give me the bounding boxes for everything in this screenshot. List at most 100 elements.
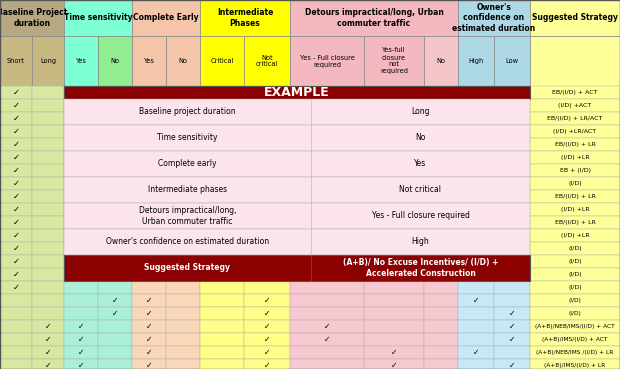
Text: (I/D) +LR: (I/D) +LR [560,155,590,160]
Bar [0,281,32,294]
Text: Suggested Strategy: Suggested Strategy [532,14,618,23]
Bar [364,190,424,203]
Bar [494,36,530,86]
Text: ✓: ✓ [264,335,270,344]
Text: No: No [110,58,120,64]
Bar [166,216,200,229]
Bar [64,86,98,99]
Text: ✓: ✓ [12,101,19,110]
Bar [424,255,458,268]
Bar [424,294,458,307]
Bar [166,138,200,151]
Bar [290,86,364,99]
Bar [98,307,132,320]
Bar [132,294,166,307]
Text: ✓: ✓ [78,348,84,357]
Bar [494,229,530,242]
Text: ✓: ✓ [12,205,19,214]
Bar [530,359,620,369]
Text: (A+B)/ No Excuse Incentives/ (I/D) +
Accelerated Construction: (A+B)/ No Excuse Incentives/ (I/D) + Acc… [343,258,498,278]
Bar [132,268,166,281]
Bar [166,125,200,138]
Text: High: High [468,58,484,64]
Bar [244,36,290,86]
Bar [290,346,364,359]
Bar [494,255,530,268]
Bar [200,294,244,307]
Text: Complete early: Complete early [158,159,217,169]
Bar [290,36,364,86]
Bar [64,125,530,151]
Text: Intermediate phases: Intermediate phases [148,186,227,194]
Bar [458,307,494,320]
Bar [244,99,290,112]
Bar [458,125,494,138]
Bar [32,307,64,320]
Bar [244,216,290,229]
Text: (I/D): (I/D) [568,181,582,186]
Bar [244,320,290,333]
Bar [64,177,98,190]
Bar [494,333,530,346]
Bar [244,346,290,359]
Bar [32,112,64,125]
Bar [0,255,32,268]
Bar [64,151,98,164]
Bar [244,112,290,125]
Bar [458,86,494,99]
Bar [424,216,458,229]
Bar [244,177,290,190]
Bar [0,190,32,203]
Text: ✓: ✓ [12,127,19,136]
Bar [200,216,244,229]
Text: ✓: ✓ [12,179,19,188]
Text: ✓: ✓ [146,361,152,369]
Bar [458,151,494,164]
Bar [530,333,620,346]
Bar [0,242,32,255]
Bar [98,255,132,268]
Text: ✓: ✓ [146,296,152,305]
Bar [64,125,98,138]
Bar [32,36,64,86]
Bar [364,99,424,112]
Text: Suggested Strategy: Suggested Strategy [144,263,231,272]
Bar [494,359,530,369]
Text: No: No [179,58,187,64]
Bar [424,281,458,294]
Text: ✓: ✓ [78,335,84,344]
Text: Yes - Full closure
required: Yes - Full closure required [299,55,355,68]
Text: Yes: Yes [144,58,154,64]
Bar [458,190,494,203]
Bar [290,333,364,346]
Bar [424,86,458,99]
Bar [290,0,458,36]
Bar [64,320,98,333]
Bar [244,255,290,268]
Bar [530,151,620,164]
Bar [32,359,64,369]
Bar [364,346,424,359]
Bar [364,177,424,190]
Bar [458,268,494,281]
Bar [458,242,494,255]
Bar [244,125,290,138]
Bar [494,177,530,190]
Text: ✓: ✓ [12,270,19,279]
Text: EB + (I/D): EB + (I/D) [559,168,590,173]
Text: (I/D): (I/D) [569,311,582,316]
Bar [0,268,32,281]
Bar [0,0,64,36]
Bar [98,138,132,151]
Text: ✓: ✓ [78,361,84,369]
Bar [64,346,98,359]
Bar [458,216,494,229]
Text: ✓: ✓ [12,192,19,201]
Bar [200,255,244,268]
Bar [458,203,494,216]
Bar [64,242,98,255]
Bar [132,333,166,346]
Bar [530,216,620,229]
Bar [64,229,530,255]
Bar [290,242,364,255]
